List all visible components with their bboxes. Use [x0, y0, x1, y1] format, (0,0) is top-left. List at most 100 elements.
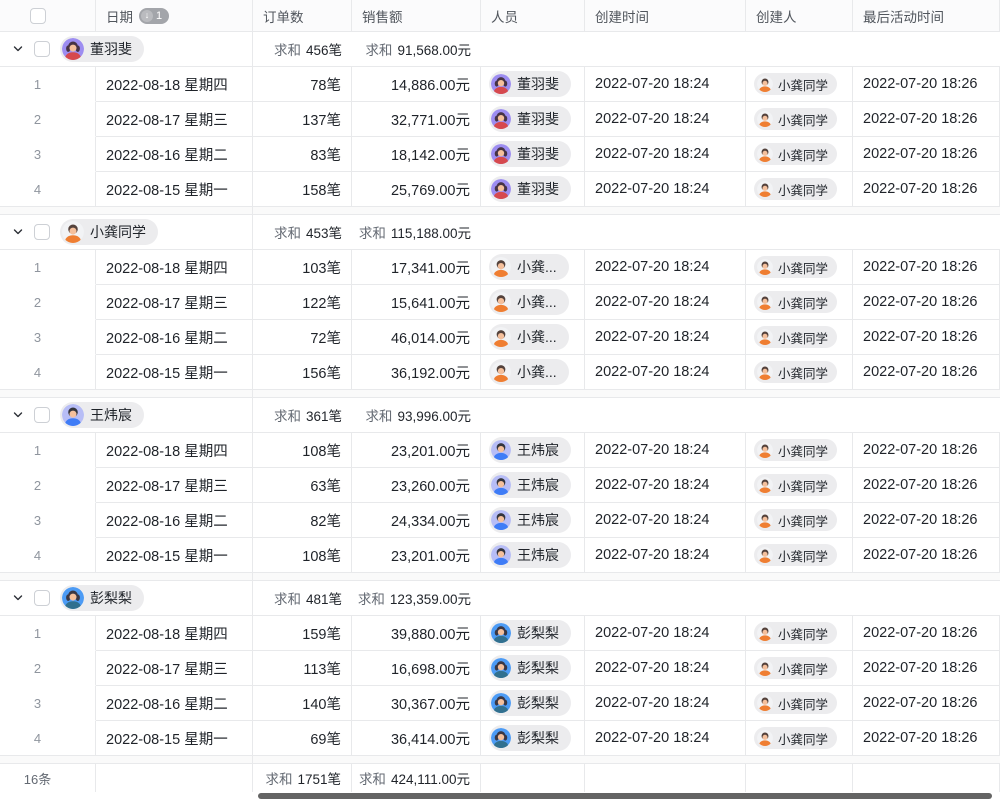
row-number-cell[interactable]: 3: [0, 686, 96, 721]
sales-cell[interactable]: 14,886.00元: [352, 67, 481, 102]
last-active-time-cell[interactable]: 2022-07-20 18:26: [853, 320, 1000, 355]
creator-cell[interactable]: 小龚同学: [746, 721, 853, 756]
creator-cell[interactable]: 小龚同学: [746, 250, 853, 285]
person-cell[interactable]: 董羽斐: [481, 67, 585, 102]
group-sum-sales-cell[interactable]: 求和 93,996.00元: [352, 398, 481, 432]
date-cell[interactable]: 2022-08-17 星期三: [96, 651, 253, 686]
created-time-cell[interactable]: 2022-07-20 18:24: [585, 285, 746, 320]
orders-cell[interactable]: 140笔: [253, 686, 352, 721]
row-number-cell[interactable]: 1: [0, 250, 96, 285]
last-active-time-cell[interactable]: 2022-07-20 18:26: [853, 67, 1000, 102]
sales-cell[interactable]: 18,142.00元: [352, 137, 481, 172]
date-cell[interactable]: 2022-08-16 星期二: [96, 137, 253, 172]
person-cell[interactable]: 王炜宸: [481, 538, 585, 573]
footer-sum-orders[interactable]: 求和 1751笔: [253, 764, 352, 792]
person-cell[interactable]: 董羽斐: [481, 172, 585, 207]
date-cell[interactable]: 2022-08-18 星期四: [96, 433, 253, 468]
creator-cell[interactable]: 小龚同学: [746, 320, 853, 355]
sales-cell[interactable]: 30,367.00元: [352, 686, 481, 721]
creator-cell[interactable]: 小龚同学: [746, 651, 853, 686]
created-time-cell[interactable]: 2022-07-20 18:24: [585, 250, 746, 285]
orders-cell[interactable]: 103笔: [253, 250, 352, 285]
row-number-cell[interactable]: 1: [0, 616, 96, 651]
person-cell[interactable]: 彭梨梨: [481, 616, 585, 651]
group-header-row[interactable]: 小龚同学 求和 453笔 求和 115,188.00元: [0, 215, 1000, 250]
person-cell[interactable]: 小龚...: [481, 320, 585, 355]
creator-cell[interactable]: 小龚同学: [746, 503, 853, 538]
creator-cell[interactable]: 小龚同学: [746, 172, 853, 207]
row-number-cell[interactable]: 4: [0, 355, 96, 390]
date-cell[interactable]: 2022-08-16 星期二: [96, 686, 253, 721]
orders-cell[interactable]: 159笔: [253, 616, 352, 651]
group-sum-sales-cell[interactable]: 求和 115,188.00元: [352, 215, 481, 249]
creator-cell[interactable]: 小龚同学: [746, 616, 853, 651]
person-cell[interactable]: 彭梨梨: [481, 721, 585, 756]
row-number-cell[interactable]: 2: [0, 102, 96, 137]
last-active-time-cell[interactable]: 2022-07-20 18:26: [853, 102, 1000, 137]
person-cell[interactable]: 彭梨梨: [481, 686, 585, 721]
row-number-cell[interactable]: 2: [0, 285, 96, 320]
date-cell[interactable]: 2022-08-17 星期三: [96, 468, 253, 503]
group-sum-orders-cell[interactable]: 求和 361笔: [253, 398, 352, 432]
date-cell[interactable]: 2022-08-16 星期二: [96, 320, 253, 355]
date-cell[interactable]: 2022-08-17 星期三: [96, 102, 253, 137]
sales-cell[interactable]: 23,260.00元: [352, 468, 481, 503]
created-time-cell[interactable]: 2022-07-20 18:24: [585, 686, 746, 721]
row-number-cell[interactable]: 4: [0, 172, 96, 207]
creator-cell[interactable]: 小龚同学: [746, 102, 853, 137]
row-number-cell[interactable]: 2: [0, 468, 96, 503]
date-cell[interactable]: 2022-08-15 星期一: [96, 172, 253, 207]
chevron-down-icon[interactable]: [12, 226, 24, 238]
row-number-cell[interactable]: 3: [0, 137, 96, 172]
orders-cell[interactable]: 63笔: [253, 468, 352, 503]
sales-cell[interactable]: 36,192.00元: [352, 355, 481, 390]
creator-cell[interactable]: 小龚同学: [746, 538, 853, 573]
creator-cell[interactable]: 小龚同学: [746, 686, 853, 721]
row-number-cell[interactable]: 1: [0, 67, 96, 102]
creator-cell[interactable]: 小龚同学: [746, 433, 853, 468]
created-time-cell[interactable]: 2022-07-20 18:24: [585, 616, 746, 651]
sales-cell[interactable]: 15,641.00元: [352, 285, 481, 320]
created-time-cell[interactable]: 2022-07-20 18:24: [585, 172, 746, 207]
group-checkbox[interactable]: [34, 407, 50, 423]
group-sum-orders-cell[interactable]: 求和 453笔: [253, 215, 352, 249]
select-all-checkbox[interactable]: [29, 7, 46, 24]
creator-cell[interactable]: 小龚同学: [746, 468, 853, 503]
group-sum-sales-cell[interactable]: 求和 123,359.00元: [352, 581, 481, 615]
sales-cell[interactable]: 32,771.00元: [352, 102, 481, 137]
last-active-time-cell[interactable]: 2022-07-20 18:26: [853, 616, 1000, 651]
created-time-cell[interactable]: 2022-07-20 18:24: [585, 137, 746, 172]
created-time-cell[interactable]: 2022-07-20 18:24: [585, 468, 746, 503]
person-cell[interactable]: 董羽斐: [481, 137, 585, 172]
sales-cell[interactable]: 36,414.00元: [352, 721, 481, 756]
orders-cell[interactable]: 113笔: [253, 651, 352, 686]
created-time-cell[interactable]: 2022-07-20 18:24: [585, 320, 746, 355]
row-number-cell[interactable]: 2: [0, 651, 96, 686]
last-active-time-cell[interactable]: 2022-07-20 18:26: [853, 651, 1000, 686]
last-active-time-cell[interactable]: 2022-07-20 18:26: [853, 285, 1000, 320]
group-checkbox[interactable]: [34, 590, 50, 606]
date-cell[interactable]: 2022-08-17 星期三: [96, 285, 253, 320]
created-time-cell[interactable]: 2022-07-20 18:24: [585, 102, 746, 137]
column-header-last-active-time[interactable]: 最后活动时间: [853, 0, 1000, 32]
person-cell[interactable]: 小龚...: [481, 250, 585, 285]
group-sum-orders-cell[interactable]: 求和 481笔: [253, 581, 352, 615]
creator-cell[interactable]: 小龚同学: [746, 285, 853, 320]
sales-cell[interactable]: 25,769.00元: [352, 172, 481, 207]
last-active-time-cell[interactable]: 2022-07-20 18:26: [853, 721, 1000, 756]
creator-cell[interactable]: 小龚同学: [746, 355, 853, 390]
orders-cell[interactable]: 108笔: [253, 538, 352, 573]
person-cell[interactable]: 小龚...: [481, 285, 585, 320]
orders-cell[interactable]: 158笔: [253, 172, 352, 207]
created-time-cell[interactable]: 2022-07-20 18:24: [585, 503, 746, 538]
last-active-time-cell[interactable]: 2022-07-20 18:26: [853, 250, 1000, 285]
date-cell[interactable]: 2022-08-18 星期四: [96, 67, 253, 102]
person-cell[interactable]: 董羽斐: [481, 102, 585, 137]
orders-cell[interactable]: 83笔: [253, 137, 352, 172]
date-cell[interactable]: 2022-08-15 星期一: [96, 721, 253, 756]
orders-cell[interactable]: 72笔: [253, 320, 352, 355]
person-cell[interactable]: 王炜宸: [481, 433, 585, 468]
date-cell[interactable]: 2022-08-18 星期四: [96, 250, 253, 285]
date-cell[interactable]: 2022-08-15 星期一: [96, 538, 253, 573]
row-number-cell[interactable]: 4: [0, 721, 96, 756]
